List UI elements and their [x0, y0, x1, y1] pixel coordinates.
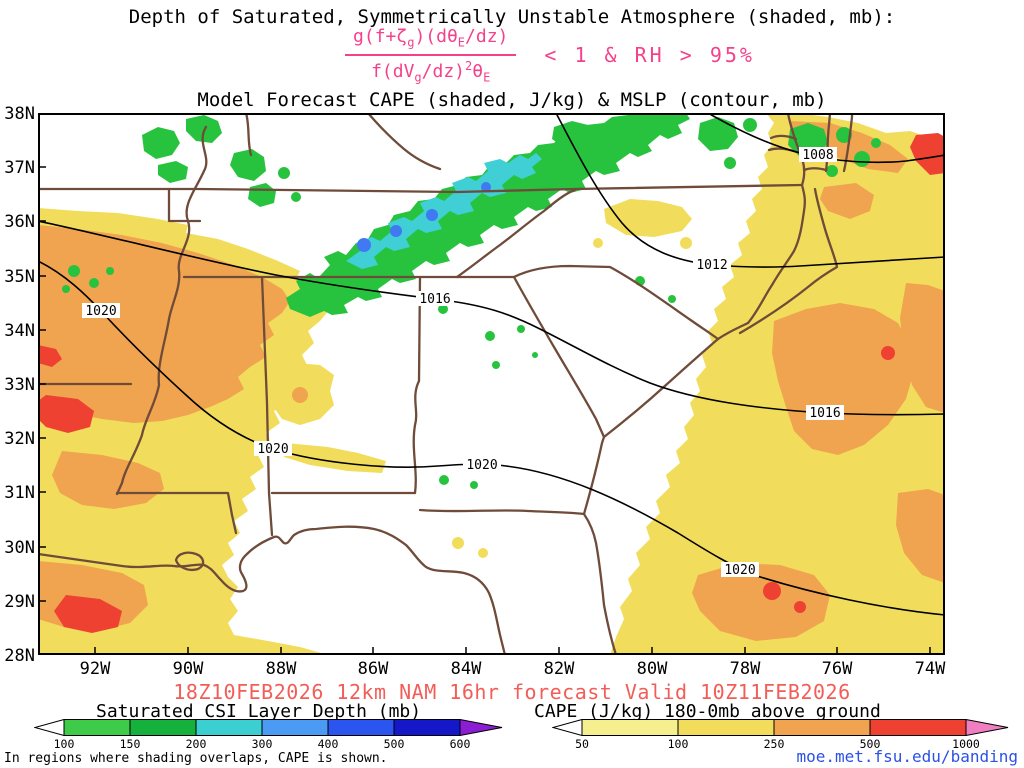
lon-label: 86W	[357, 659, 389, 679]
contour-label-1020: 1020	[724, 563, 755, 578]
csi-legend-tick: 200	[185, 737, 207, 751]
cape-legend-tick: 100	[667, 737, 689, 751]
csi-legend-tick: 400	[317, 737, 339, 751]
formula-condition: < 1 & RH > 95%	[544, 43, 755, 68]
cape-colorbar	[552, 719, 1009, 736]
map-subtitle: Model Forecast CAPE (shaded, J/kg) & MSL…	[197, 89, 827, 111]
csi-legend-tick: 100	[53, 737, 75, 751]
formula-denominator: f(dVg/dz)2θE	[371, 58, 491, 85]
lat-label: 35N	[4, 267, 35, 287]
page-title: Depth of Saturated, Symmetrically Unstab…	[128, 6, 896, 28]
isobar-1008	[707, 112, 946, 164]
lon-label: 82W	[543, 659, 575, 679]
map-border	[38, 113, 945, 655]
csi-shading-cyan	[346, 153, 542, 269]
contour-label-1020: 1020	[85, 304, 116, 319]
lon-label: 80W	[636, 659, 668, 679]
formula-fraction: g(f+ζg)(dθE/dz) f(dVg/dz)2θE	[345, 26, 517, 85]
map: 1020 1020 1020 1020 1016 1016 1012 1008	[36, 111, 946, 657]
csi-legend-tick: 150	[119, 737, 141, 751]
lon-label: 88W	[265, 659, 297, 679]
cape-legend-title: CAPE (J/kg) 180-0mb above ground	[534, 701, 881, 722]
lon-label: 92W	[79, 659, 111, 679]
lat-label: 37N	[4, 158, 35, 178]
cape-legend-tick: 250	[763, 737, 785, 751]
cape-shading-orange	[38, 121, 945, 641]
cape-legend-tick: 1000	[952, 737, 980, 751]
forecast-info: 18Z10FEB2026 12km NAM 16hr forecast Vali…	[173, 680, 851, 704]
state-borders	[36, 111, 854, 657]
lon-label: 76W	[821, 659, 853, 679]
lat-label: 32N	[4, 429, 35, 449]
lat-label: 34N	[4, 321, 35, 341]
csi-legend-tick: 500	[383, 737, 405, 751]
lat-label: 33N	[4, 375, 35, 395]
contour-label-1020: 1020	[466, 458, 497, 473]
contour-label-1008: 1008	[802, 148, 833, 163]
lat-label: 31N	[4, 483, 35, 503]
csi-shading-blue	[357, 182, 491, 252]
lon-label: 90W	[172, 659, 204, 679]
lat-label: 36N	[4, 212, 35, 232]
lat-label: 29N	[4, 592, 35, 612]
formula-numerator: g(f+ζg)(dθE/dz)	[345, 26, 517, 56]
csi-legend-tick: 300	[251, 737, 273, 751]
isobar-labels: 1020 1020 1020 1020 1016 1016 1012 1008	[82, 147, 844, 578]
lat-label: 38N	[4, 104, 35, 124]
lon-label: 74W	[914, 659, 946, 679]
lat-label: 30N	[4, 538, 35, 558]
lat-label: 28N	[4, 646, 35, 666]
csi-colorbar	[34, 719, 503, 736]
csi-legend-title: Saturated CSI Layer Depth (mb)	[96, 701, 422, 722]
website-link[interactable]: moe.met.fsu.edu/banding	[796, 747, 1018, 766]
overlap-note: In regions where shading overlaps, CAPE …	[4, 751, 388, 766]
cape-legend-tick: 500	[859, 737, 881, 751]
contour-label-1016: 1016	[809, 406, 840, 421]
csi-legend-tick: 600	[449, 737, 471, 751]
map-svg: 1020 1020 1020 1020 1016 1016 1012 1008	[36, 111, 946, 657]
contour-label-1020: 1020	[257, 442, 288, 457]
contour-label-1012: 1012	[696, 258, 727, 273]
contour-label-1016: 1016	[419, 292, 450, 307]
cape-legend-tick: 50	[575, 737, 589, 751]
lon-label: 78W	[729, 659, 761, 679]
csi-formula: g(f+ζg)(dθE/dz) f(dVg/dz)2θE < 1 & RH > …	[0, 26, 1024, 84]
cape-shading-red	[38, 133, 945, 633]
lon-label: 84W	[450, 659, 482, 679]
